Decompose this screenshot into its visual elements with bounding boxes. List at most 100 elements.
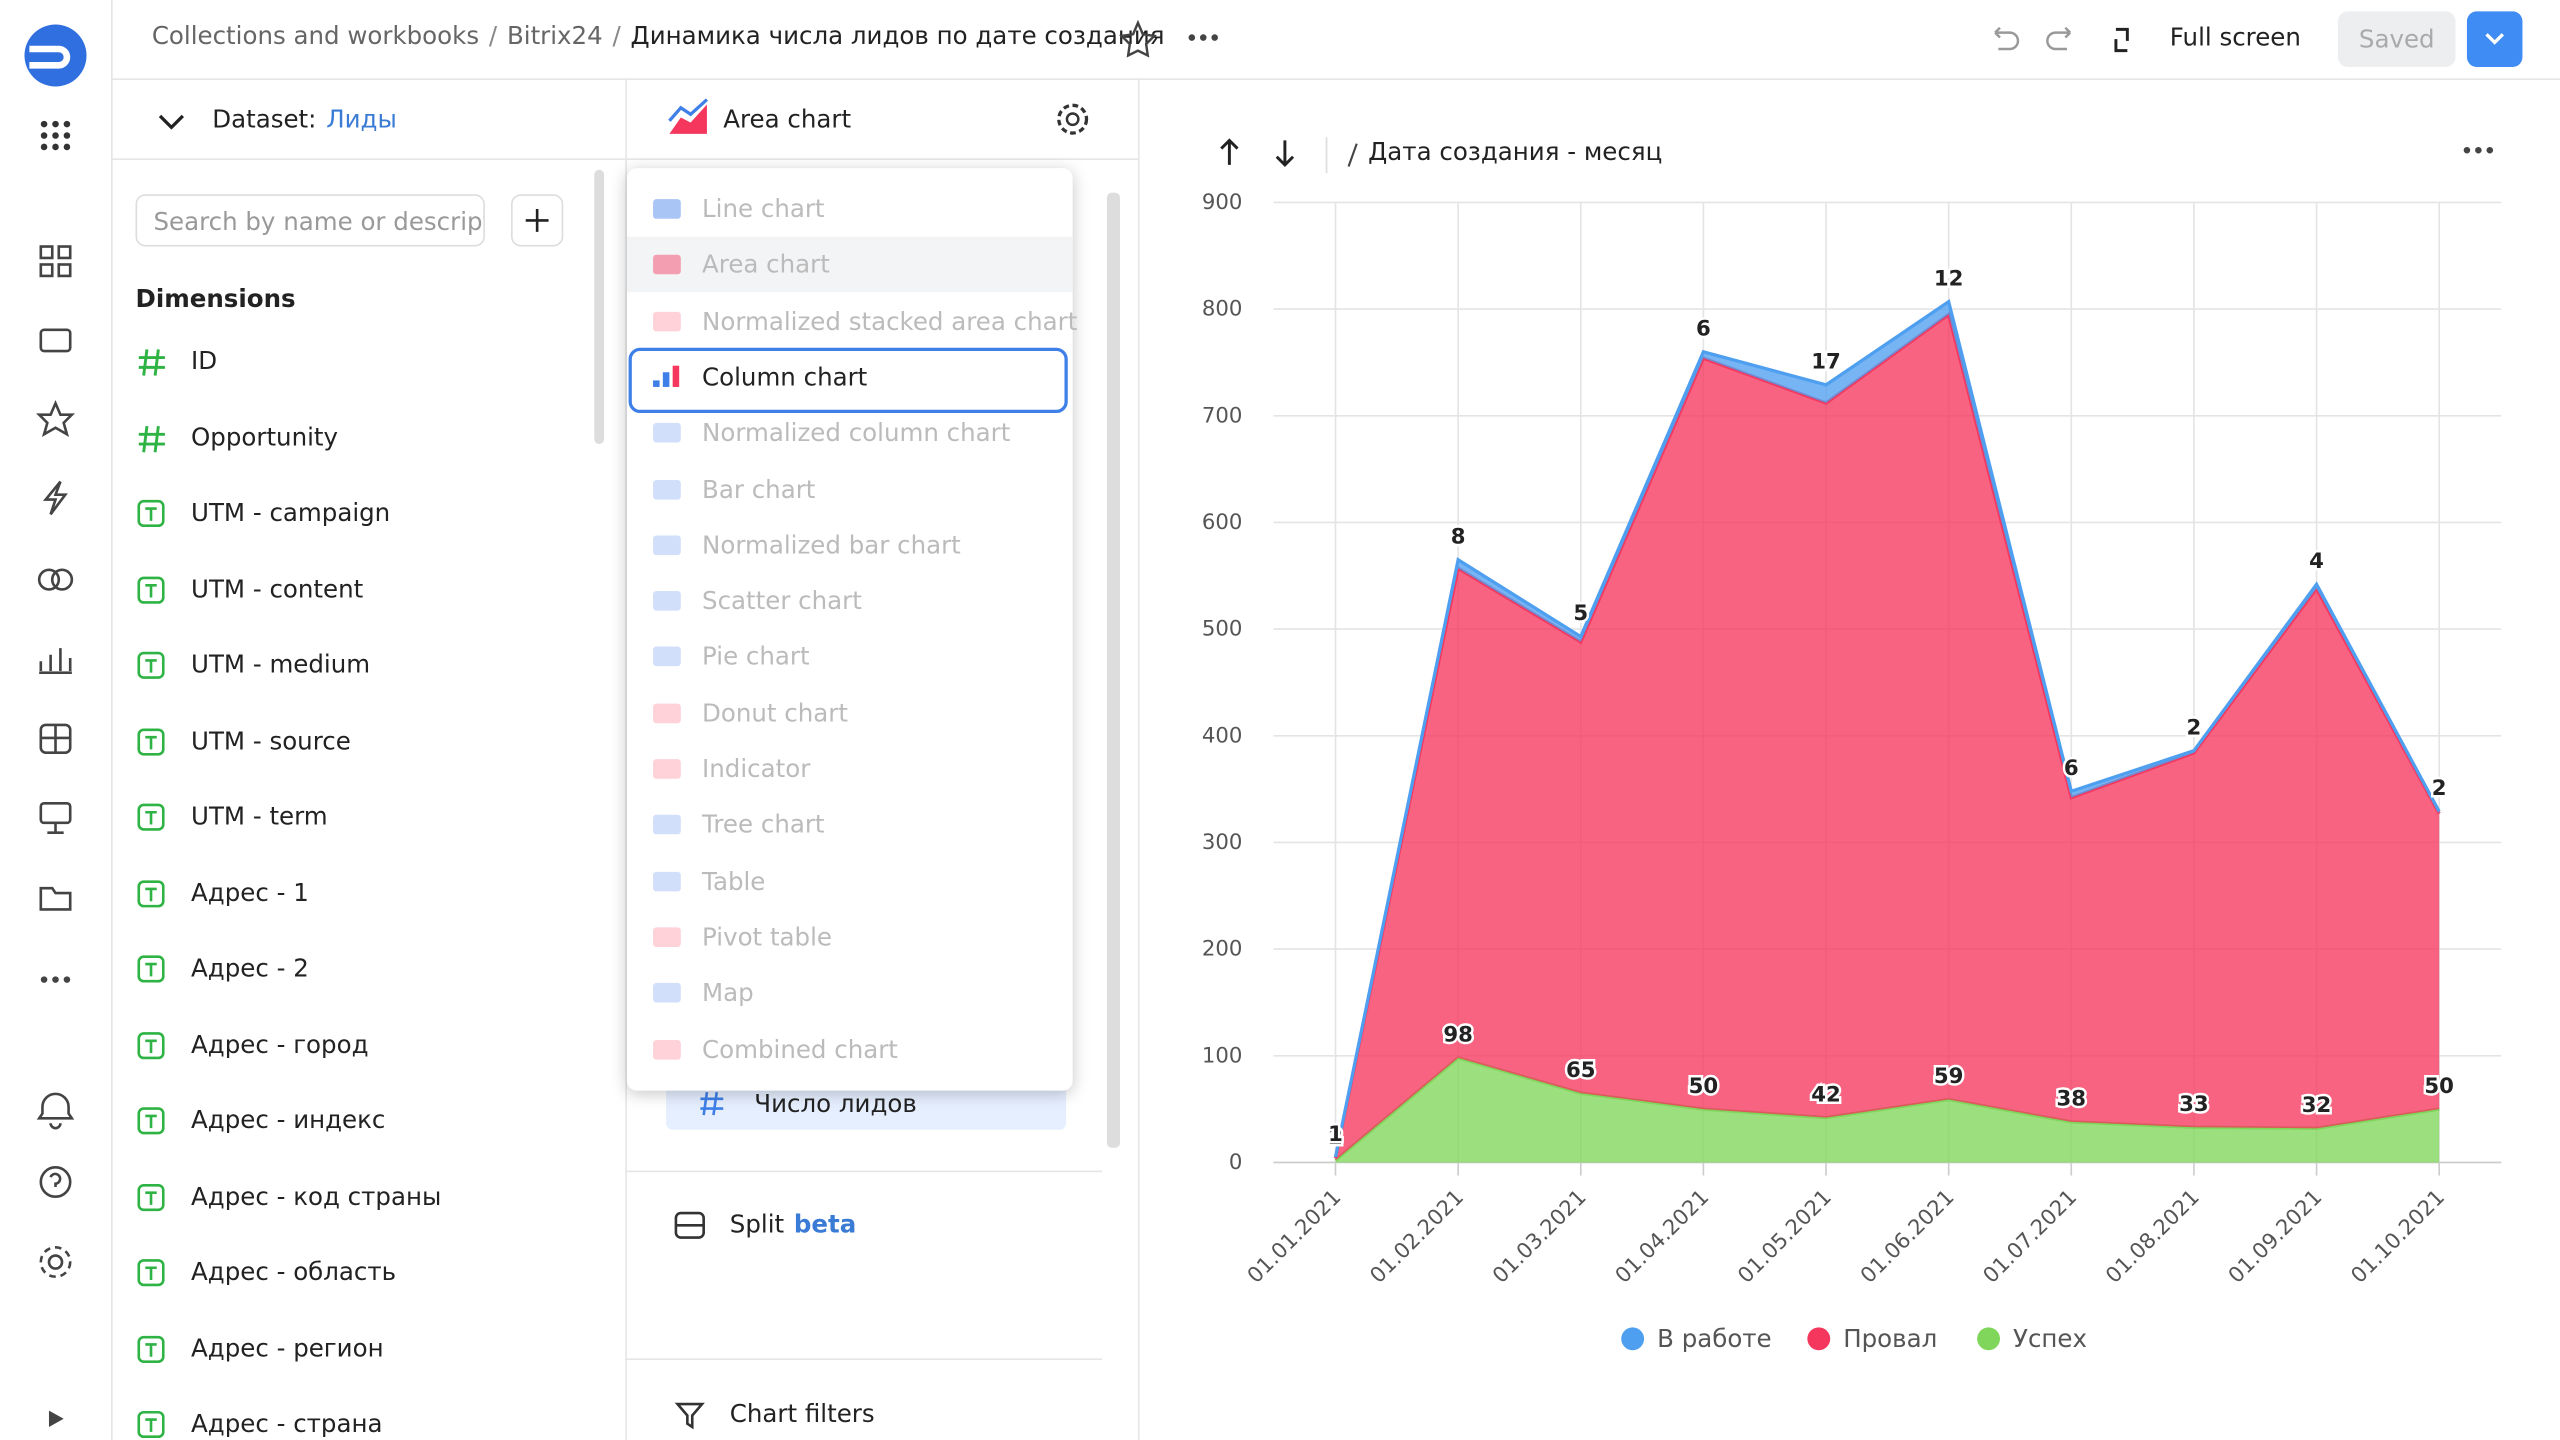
chart-type-option[interactable]: Normalized bar chart xyxy=(627,517,1073,573)
chart-type-option[interactable]: Donut chart xyxy=(627,685,1073,741)
field-icon xyxy=(138,349,165,376)
x-tick-label: 01.07.2021 xyxy=(1978,1185,2082,1289)
chart-type-option[interactable]: Map xyxy=(627,965,1073,1021)
option-icon xyxy=(653,311,681,331)
icon-shape xyxy=(653,1039,681,1059)
chart-type-option[interactable]: Scatter chart xyxy=(627,573,1073,629)
chart-type-option[interactable]: Pivot table xyxy=(627,909,1073,965)
field-icon xyxy=(137,651,165,679)
chart-type-option[interactable]: Line chart xyxy=(627,181,1073,237)
text-icon-glyph xyxy=(145,583,157,597)
title-actions[interactable] xyxy=(1115,18,1262,60)
field-name: UTM - content xyxy=(191,573,364,604)
field-icon xyxy=(137,803,165,831)
option-label: Area chart xyxy=(702,250,830,280)
area-icon xyxy=(668,98,709,134)
chart-type-option[interactable]: Column chart xyxy=(627,347,1073,413)
text-icon xyxy=(137,1335,165,1363)
saved-button[interactable]: Saved xyxy=(2337,11,2456,67)
y-tick-label: 800 xyxy=(1202,297,1243,322)
plus-icon xyxy=(525,208,549,232)
scrollbar[interactable] xyxy=(1106,192,1120,1148)
text-icon-glyph xyxy=(145,962,157,977)
option-icon xyxy=(653,815,681,835)
chevron xyxy=(2485,33,2505,45)
drilldown-path[interactable]: Дата создания - месяц xyxy=(1368,137,1663,167)
text-icon xyxy=(137,1183,165,1211)
number-icon xyxy=(138,425,165,452)
field-icon xyxy=(137,1107,165,1135)
x-tick-label: 01.01.2021 xyxy=(1243,1185,1347,1289)
chart-type-option[interactable]: Area chart xyxy=(626,237,1073,293)
chart-type-option[interactable]: Indicator xyxy=(627,741,1073,797)
chart-type-option[interactable]: Tree chart xyxy=(627,797,1073,853)
y-tick-label: 200 xyxy=(1202,937,1243,962)
divider xyxy=(625,1170,1103,1173)
search-input[interactable]: Search by name or descript xyxy=(135,194,485,247)
data-label: 38 xyxy=(2057,1087,2087,1112)
option-label: Indicator xyxy=(702,754,811,784)
icon-shape xyxy=(653,815,681,835)
option-icon xyxy=(653,703,681,723)
option-label: Scatter chart xyxy=(702,586,862,616)
chart-type-option[interactable]: Combined chart xyxy=(627,1021,1073,1077)
dataset[interactable]: Dataset: Лиды xyxy=(212,104,397,133)
option-label: Bar chart xyxy=(702,474,816,504)
y-tick-label: 400 xyxy=(1202,723,1243,748)
history-buttons[interactable] xyxy=(1985,20,2148,62)
sort-buttons[interactable] xyxy=(1208,134,1322,173)
icon-shape xyxy=(653,983,681,1003)
y-tick-label: 300 xyxy=(1202,830,1243,855)
chart-filters[interactable]: Chart filters xyxy=(729,1399,875,1429)
separator xyxy=(603,21,631,50)
option-label: Table xyxy=(702,866,766,896)
legend-label[interactable]: Успех xyxy=(2013,1324,2087,1353)
chart-type-option[interactable]: Normalized column chart xyxy=(627,405,1073,461)
split-label: Split xyxy=(729,1209,785,1240)
save-menu[interactable] xyxy=(2466,11,2523,67)
chart-type-option[interactable]: Bar chart xyxy=(627,461,1073,517)
x-tick-label: 01.08.2021 xyxy=(2101,1185,2205,1289)
split-section[interactable]: Split beta xyxy=(730,1210,856,1239)
data-label: 2 xyxy=(1328,1125,1343,1150)
data-label: 98 xyxy=(1443,1023,1473,1048)
field-name: UTM - term xyxy=(191,801,328,832)
x-tick-label: 01.10.2021 xyxy=(2346,1185,2450,1289)
dataset-label: Dataset: xyxy=(212,104,317,134)
data-label: 2 xyxy=(2187,715,2202,740)
chart-menu[interactable] xyxy=(2457,134,2499,167)
icon-shape xyxy=(653,479,681,499)
icon-shape xyxy=(653,535,681,555)
option-icon xyxy=(653,423,681,443)
breadcrumb[interactable]: Bitrix24 xyxy=(506,21,603,51)
separator xyxy=(479,21,507,50)
field-icon xyxy=(137,1335,165,1363)
legend-marker xyxy=(1977,1327,2001,1351)
settings-icon[interactable] xyxy=(1055,101,1091,137)
y-tick-label: 100 xyxy=(1202,1043,1243,1068)
text-icon-glyph xyxy=(145,507,157,521)
chart-type-option[interactable]: Pie chart xyxy=(627,629,1073,685)
data-label: 6 xyxy=(2064,756,2079,781)
full-screen[interactable]: Full screen xyxy=(2169,22,2301,53)
icon-shape xyxy=(653,423,681,443)
legend-label[interactable]: В работе xyxy=(1657,1324,1771,1353)
chart-type-menu: Line chart Area chart Normalized stacked a… xyxy=(626,168,1077,1091)
sidebar-icons xyxy=(24,24,87,1427)
dataset-name[interactable]: Лиды xyxy=(326,104,397,134)
chart-type-option[interactable]: Normalized stacked area chart xyxy=(627,293,1077,349)
x-tick-label: 01.09.2021 xyxy=(2224,1185,2328,1289)
divider xyxy=(1325,137,1328,174)
icon-bar xyxy=(672,365,680,387)
chart-type-option[interactable]: Table xyxy=(627,853,1073,909)
data-label: 4 xyxy=(2309,549,2324,574)
legend-label[interactable]: Провал xyxy=(1843,1324,1937,1353)
add-field[interactable] xyxy=(511,194,564,247)
scrollbar[interactable] xyxy=(594,169,605,445)
breadcrumb[interactable]: Collections and workbooks xyxy=(151,21,480,51)
text-icon xyxy=(137,879,165,907)
field-name: UTM - campaign xyxy=(191,497,391,528)
option-label: Normalized stacked area chart xyxy=(702,306,1078,336)
chart-type[interactable]: Area chart xyxy=(723,104,852,134)
collapse-icon[interactable] xyxy=(155,108,188,134)
